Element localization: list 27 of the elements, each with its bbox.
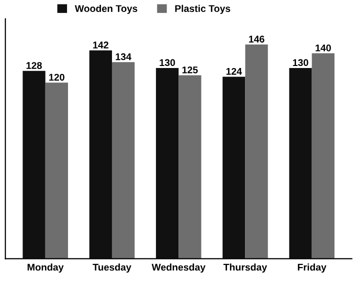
data-label: 130 [160, 59, 175, 66]
data-label: 125 [182, 66, 198, 74]
bar [245, 44, 268, 259]
bar [289, 68, 312, 259]
data-label: 120 [49, 74, 64, 81]
bar [178, 75, 202, 259]
bar [89, 50, 112, 259]
data-label: 142 [93, 42, 108, 48]
x-tick-label: Monday [28, 264, 64, 273]
bar [22, 70, 46, 259]
legend-label: Wooden Toys [74, 4, 138, 14]
data-label: 124 [226, 68, 242, 75]
data-label: 146 [249, 36, 264, 43]
data-label: 130 [293, 59, 308, 66]
data-label: 128 [26, 62, 42, 69]
bar [222, 76, 246, 259]
legend-label: Plastic Toys [175, 4, 230, 14]
bar [156, 68, 179, 259]
x-tick-label: Thursday [223, 264, 268, 273]
bar [112, 62, 135, 259]
data-label: 134 [116, 53, 132, 60]
x-tick-label: Tuesday [92, 264, 132, 273]
bar [312, 53, 334, 259]
data-label: 140 [316, 44, 331, 52]
x-tick-label: Wednesday [152, 264, 206, 273]
bar [45, 82, 68, 259]
x-tick-label: Friday [298, 264, 326, 273]
